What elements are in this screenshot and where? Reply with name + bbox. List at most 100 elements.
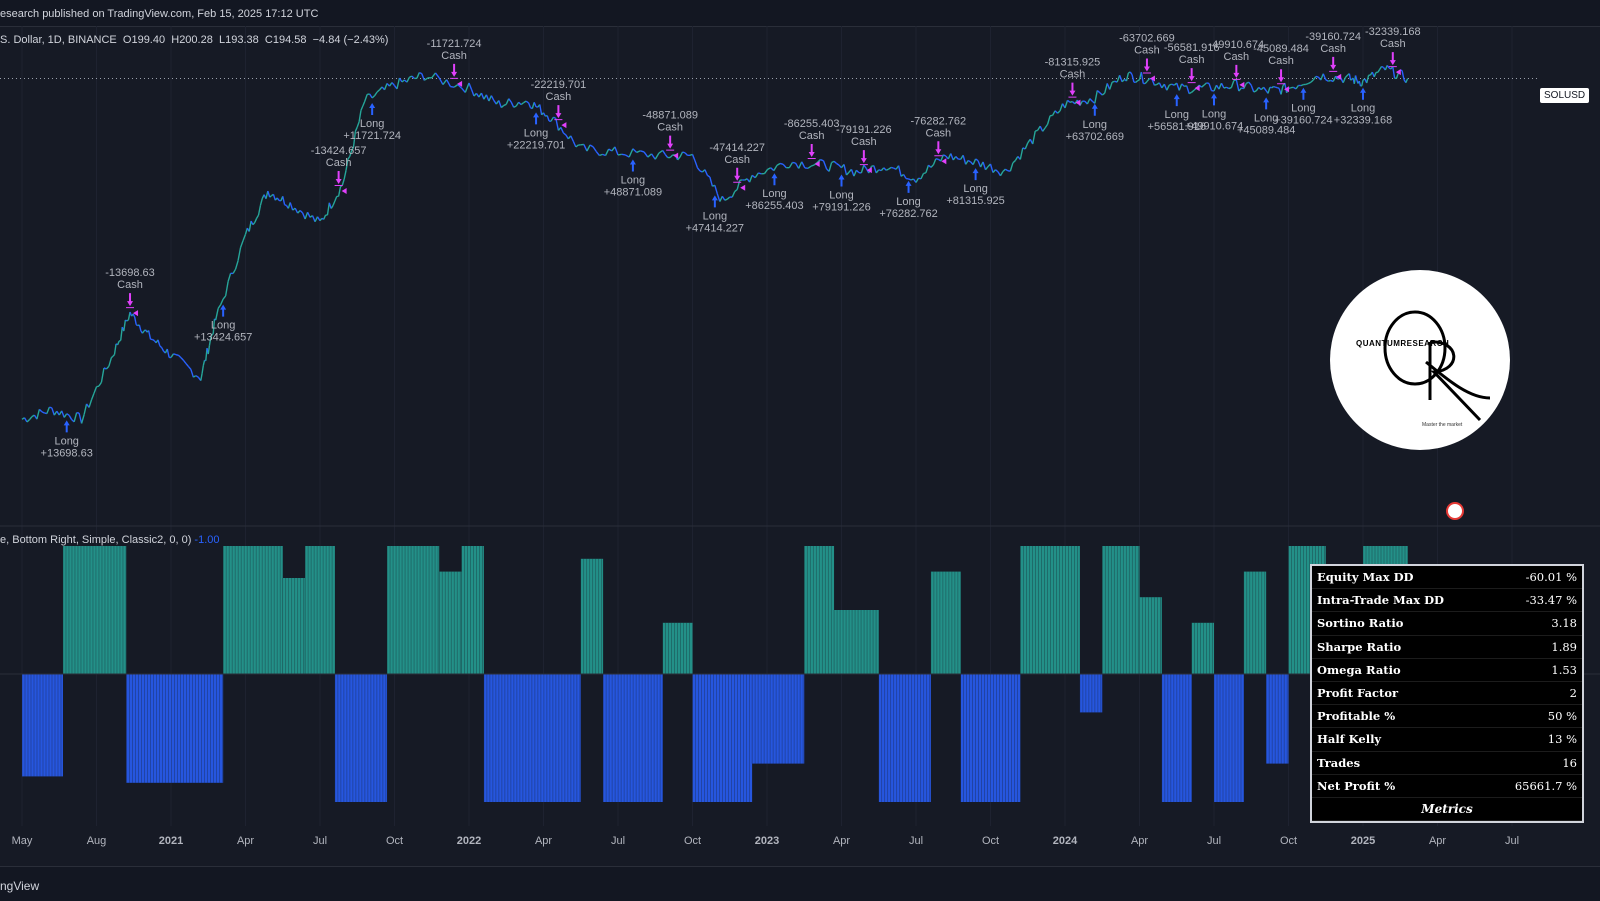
long-arrow-icon [1300, 88, 1306, 100]
price-segment [253, 222, 255, 224]
x-tick-label: Oct [386, 835, 403, 847]
long-profit-label: +63702.669 [1066, 131, 1124, 143]
cash-label: Cash [1060, 69, 1086, 81]
cash-label: Cash [1224, 51, 1250, 63]
cash-arrow-icon [860, 150, 868, 165]
long-arrow-icon [771, 173, 777, 185]
long-profit-label: +13698.63 [41, 447, 93, 459]
metric-label: Sharpe Ratio [1312, 635, 1489, 658]
price-segment [196, 376, 198, 377]
price-segment [84, 404, 86, 415]
price-segment [471, 89, 473, 96]
price-segment [1102, 93, 1104, 95]
price-segment [1095, 91, 1097, 104]
metrics-caption: Metrics [1312, 797, 1582, 820]
signal-bar [879, 674, 931, 802]
price-segment [571, 136, 573, 141]
cash-label: Cash [1380, 38, 1406, 50]
cash-loss-label: -11721.724 [427, 38, 482, 50]
price-segment [846, 172, 848, 175]
price-segment [99, 382, 101, 386]
exit-marker-icon [673, 153, 678, 159]
price-segment [1136, 81, 1138, 83]
price-segment [422, 74, 424, 81]
signal-bar [1140, 597, 1162, 674]
metric-value: -33.47 % [1489, 589, 1582, 612]
cash-arrow-icon [1389, 52, 1397, 67]
price-segment [1117, 75, 1119, 82]
cash-label: Cash [326, 157, 352, 169]
flag-icon[interactable] [1446, 502, 1464, 520]
metrics-row: Profitable %50 % [1312, 705, 1582, 728]
price-segment [67, 414, 69, 416]
price-segment [1274, 87, 1276, 88]
price-segment [1374, 72, 1376, 76]
price-segment [936, 159, 938, 160]
price-segment [956, 156, 958, 159]
price-segment [101, 368, 103, 382]
price-segment [188, 366, 190, 369]
price-segment [62, 411, 64, 418]
price-segment [943, 155, 945, 156]
price-segment [680, 152, 682, 157]
cash-loss-label: -48871.089 [642, 110, 698, 122]
top-bar: esearch published on TradingView.com, Fe… [0, 0, 1600, 27]
x-tick-label: Oct [684, 835, 701, 847]
price-segment [489, 96, 491, 101]
price-segment [257, 215, 259, 218]
price-segment [1010, 163, 1012, 171]
price-segment [722, 196, 724, 200]
price-segment [1402, 71, 1404, 80]
metric-label: Profit Factor [1312, 681, 1489, 704]
price-segment [1367, 75, 1369, 83]
price-segment [162, 348, 164, 352]
price-segment [119, 340, 121, 341]
price-segment [1090, 99, 1092, 102]
price-segment [514, 106, 516, 107]
price-segment [1293, 87, 1295, 89]
price-segment [344, 170, 346, 179]
cash-loss-label: -79191.226 [836, 124, 892, 136]
price-segment [375, 92, 377, 96]
cash-label: Cash [926, 127, 952, 139]
price-segment [1226, 87, 1228, 88]
cash-loss-label: -39160.724 [1305, 31, 1361, 43]
price-segment [372, 96, 374, 98]
price-segment [1169, 84, 1171, 85]
price-segment [300, 211, 302, 213]
long-label: Long [54, 435, 78, 447]
x-tick-label: 2022 [457, 835, 481, 847]
long-arrow-icon [533, 112, 539, 124]
price-segment [1209, 83, 1211, 90]
price-segment [1025, 143, 1027, 149]
price-segment [29, 417, 31, 420]
price-segment [715, 185, 717, 194]
price-segment [152, 340, 154, 341]
price-segment [780, 163, 783, 164]
price-segment [238, 248, 240, 261]
price-segment [1359, 81, 1360, 86]
price-segment [1306, 84, 1308, 85]
signal-bar [834, 610, 879, 674]
price-segment [556, 118, 558, 130]
price-segment [203, 360, 204, 365]
price-segment [109, 358, 111, 367]
price-segment [1296, 85, 1298, 88]
price-segment [695, 161, 697, 168]
price-segment [435, 73, 439, 78]
long-arrow-icon [1174, 94, 1180, 106]
price-segment [606, 149, 609, 155]
price-segment [931, 165, 933, 168]
price-segment [926, 165, 928, 173]
price-segment [1132, 75, 1134, 83]
x-tick-label: Jul [1207, 835, 1221, 847]
price-segment [1301, 85, 1303, 86]
metric-label: Trades [1312, 751, 1489, 774]
price-segment [417, 73, 419, 79]
price-segment [1254, 91, 1256, 92]
long-label: Long [1351, 103, 1375, 115]
price-segment [587, 145, 590, 151]
